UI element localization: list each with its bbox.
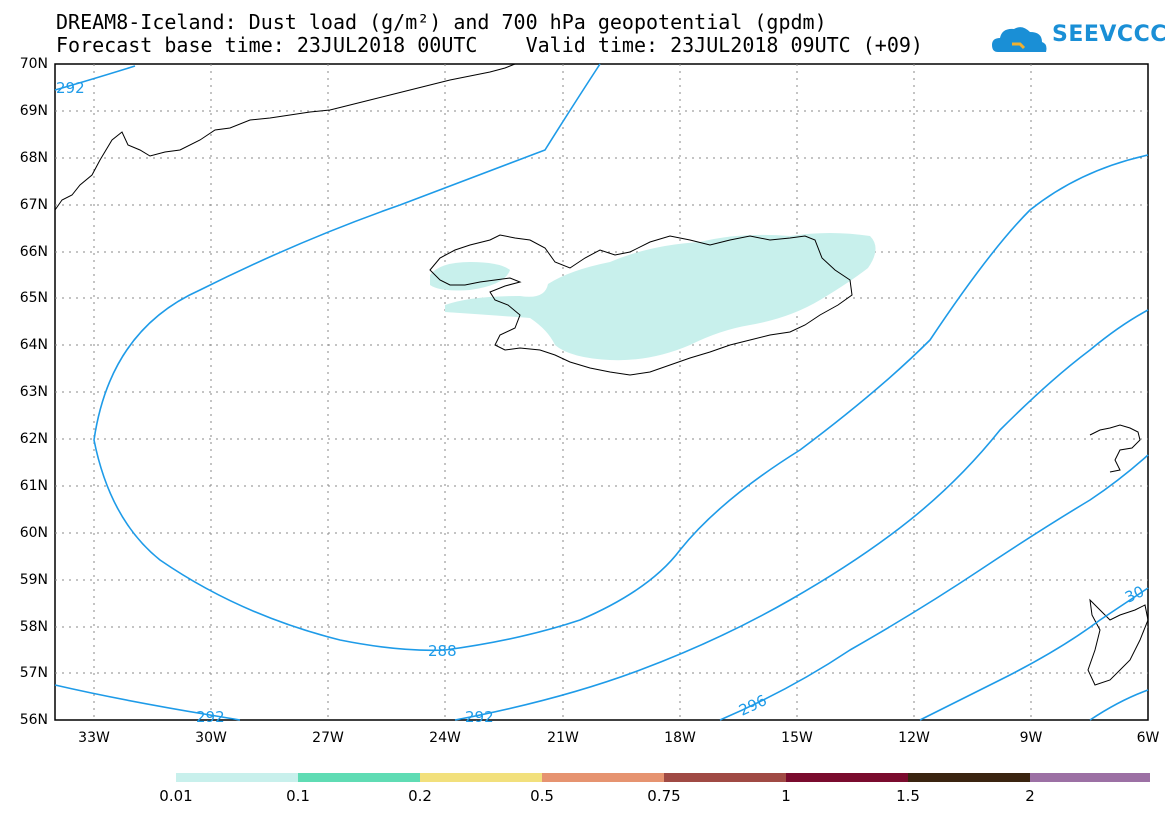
coastlines <box>54 63 1149 686</box>
map-subtitle: Forecast base time: 23JUL2018 00UTC Vali… <box>56 33 923 57</box>
legend-swatch <box>908 773 1030 782</box>
lon-label: 24W <box>429 730 461 746</box>
latitude-gridlines <box>55 110 1148 674</box>
lat-label: 64N <box>19 337 48 353</box>
lat-label: 65N <box>19 290 48 306</box>
lat-label: 61N <box>19 478 48 494</box>
lon-label: 18W <box>664 730 696 746</box>
legend-label: 0.1 <box>286 787 310 805</box>
map-title: DREAM8-Iceland: Dust load (g/m²) and 700… <box>56 10 827 34</box>
lon-label: 15W <box>781 730 813 746</box>
contour-label: 288 <box>428 642 457 660</box>
lat-label: 67N <box>19 197 48 213</box>
legend-label: 0.2 <box>408 787 432 805</box>
legend-swatch <box>786 773 908 782</box>
legend-label: 0.01 <box>159 787 193 805</box>
lat-label: 69N <box>19 103 48 119</box>
legend-label: 0.5 <box>530 787 554 805</box>
lat-label: 58N <box>19 619 48 635</box>
lon-label: 21W <box>547 730 579 746</box>
legend-label: 2 <box>1025 787 1035 805</box>
cloud-logo-icon <box>992 27 1047 52</box>
lat-label: 57N <box>19 665 48 681</box>
contour-label: 292 <box>56 79 85 97</box>
lon-label: 12W <box>898 730 930 746</box>
lat-label: 59N <box>19 572 48 588</box>
lat-label: 70N <box>19 56 48 72</box>
legend-swatch <box>664 773 786 782</box>
lat-label: 60N <box>19 525 48 541</box>
lon-label: 27W <box>312 730 344 746</box>
legend-label: 1 <box>781 787 791 805</box>
legend-swatch <box>1030 773 1150 782</box>
legend-label: 1.5 <box>896 787 920 805</box>
lat-label: 63N <box>19 384 48 400</box>
contour-label: 296 <box>736 691 770 719</box>
contour-label: 292 <box>465 708 494 726</box>
logo-text: SEEVCCC <box>1052 22 1167 47</box>
lat-label: 56N <box>19 712 48 728</box>
legend-swatch <box>298 773 420 782</box>
legend-label: 0.75 <box>647 787 681 805</box>
contour-label: 292 <box>196 708 225 726</box>
lon-label: 30W <box>195 730 227 746</box>
geopotential-contours <box>54 63 1149 721</box>
legend-swatch <box>176 773 298 782</box>
legend-swatch <box>420 773 542 782</box>
lon-label: 33W <box>78 730 110 746</box>
lat-label: 62N <box>19 431 48 447</box>
lat-label: 68N <box>19 150 48 166</box>
lon-label: 9W <box>1019 730 1043 746</box>
legend-swatch <box>542 773 664 782</box>
dust-load-area <box>430 233 876 361</box>
longitude-gridlines <box>93 64 1032 720</box>
lat-label: 66N <box>19 244 48 260</box>
lon-label: 6W <box>1136 730 1160 746</box>
